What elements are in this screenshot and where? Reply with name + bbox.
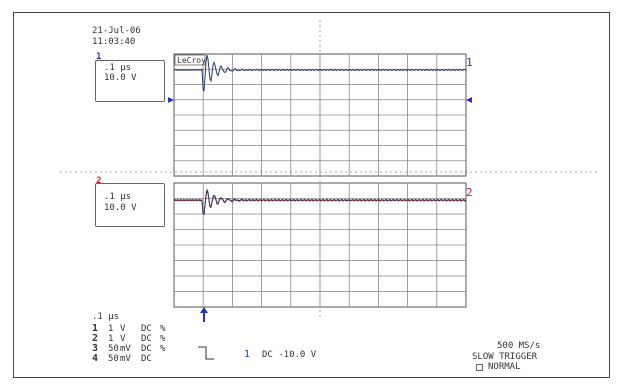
channel1-right-offset-marker bbox=[466, 97, 472, 103]
channel-row-unit: mV bbox=[120, 354, 131, 364]
channel2-number: 2 bbox=[96, 176, 102, 186]
channel1-info-box[interactable] bbox=[95, 60, 165, 102]
channel1-grid bbox=[173, 53, 467, 177]
channel-row-number: 1 bbox=[92, 323, 99, 334]
channel2-volts-div: 10.0 V bbox=[104, 203, 137, 213]
brand-label: LeCroy bbox=[177, 56, 206, 65]
channel-row-coupling: DC bbox=[141, 324, 152, 334]
channel2-trace-label: 2 bbox=[466, 186, 473, 199]
channel-row-suffix: % bbox=[160, 324, 166, 334]
brand-tag bbox=[174, 54, 206, 66]
channel-row-unit: V bbox=[120, 324, 126, 334]
channel2-info-box[interactable] bbox=[95, 183, 165, 227]
channel-row-coupling: DC bbox=[141, 344, 152, 354]
channel-row-value: 1 bbox=[108, 324, 114, 334]
channel-row-number: 3 bbox=[92, 343, 99, 354]
channel-row-unit: mV bbox=[120, 344, 131, 354]
time-label: 11:03:40 bbox=[92, 37, 136, 47]
channel-row-coupling: DC bbox=[141, 334, 152, 344]
channel-row-unit: V bbox=[120, 334, 126, 344]
channel-row-value: 50 bbox=[108, 344, 119, 354]
acq-mode-checkbox[interactable] bbox=[476, 364, 483, 371]
trigger-slope-icon bbox=[198, 346, 214, 360]
channel-row-value: 1 bbox=[108, 334, 114, 344]
channel1-waveform bbox=[173, 54, 467, 92]
channel2-waveform bbox=[173, 188, 466, 216]
channel2-grid bbox=[173, 182, 467, 308]
trigger-channel: 1 bbox=[244, 349, 251, 360]
trigger-arrow-icon bbox=[200, 307, 208, 313]
channel1-number: 1 bbox=[96, 52, 102, 62]
channel1-timebase: .1 µs bbox=[104, 63, 132, 73]
channel-row-number: 2 bbox=[92, 333, 99, 344]
channel1-volts-div: 10.0 V bbox=[104, 73, 137, 83]
channel-row-suffix: % bbox=[160, 334, 166, 344]
trigger-info: DC -10.0 V bbox=[262, 350, 317, 360]
channel-row-value: 50 bbox=[108, 354, 119, 364]
sample-rate: 500 MS/s bbox=[497, 341, 541, 351]
date-label: 21-Jul-06 bbox=[92, 26, 141, 36]
channel-row-suffix: % bbox=[160, 344, 166, 354]
acq-mode: NORMAL bbox=[488, 362, 521, 372]
trigger-mode: SLOW TRIGGER bbox=[472, 352, 538, 362]
channel1-left-offset-marker bbox=[168, 97, 174, 103]
bottom-timebase: .1 µs bbox=[92, 312, 120, 322]
channel1-trace-label: 1 bbox=[466, 56, 473, 69]
channel-row-number: 4 bbox=[92, 353, 99, 364]
channel2-timebase: .1 µs bbox=[104, 192, 132, 202]
channel-row-coupling: DC bbox=[141, 354, 152, 364]
